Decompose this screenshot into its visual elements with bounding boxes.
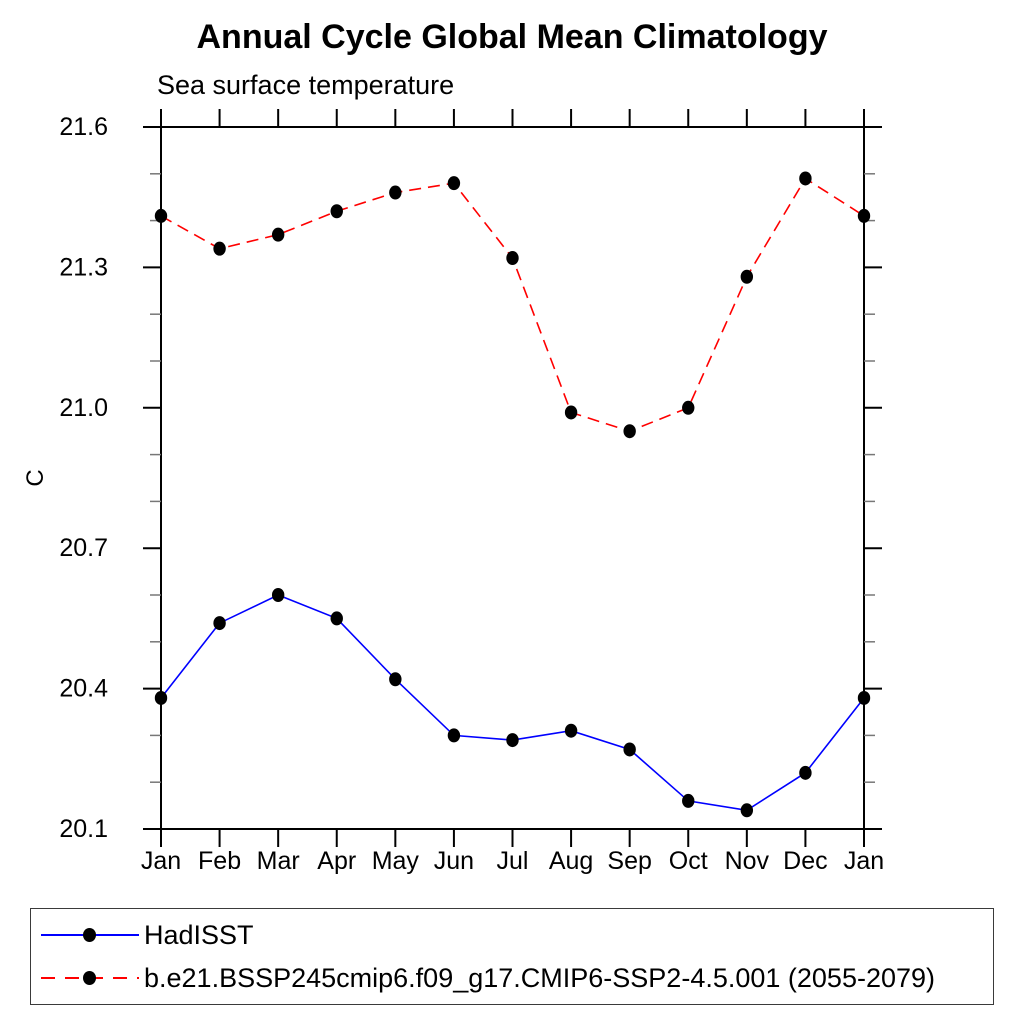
solid-line-marker-icon	[41, 927, 139, 943]
svg-text:21.3: 21.3	[59, 253, 108, 281]
svg-text:Aug: Aug	[549, 847, 593, 875]
legend: HadISST b.e21.BSSP245cmip6.f09_g17.CMIP6…	[30, 908, 994, 1005]
svg-text:Dec: Dec	[783, 847, 827, 875]
svg-text:20.4: 20.4	[59, 675, 108, 703]
svg-text:Jun: Jun	[434, 847, 474, 875]
svg-text:20.7: 20.7	[59, 534, 108, 562]
svg-text:Oct: Oct	[669, 847, 708, 875]
svg-text:Jan: Jan	[844, 847, 884, 875]
svg-text:Mar: Mar	[257, 847, 300, 875]
legend-label: b.e21.BSSP245cmip6.f09_g17.CMIP6-SSP2-4.…	[144, 962, 936, 993]
legend-dot-icon	[83, 928, 96, 942]
dashed-line-marker-icon	[41, 970, 139, 986]
svg-text:C: C	[22, 469, 49, 486]
chart-title: Annual Cycle Global Mean Climatology	[196, 18, 828, 56]
legend-dot-icon	[83, 971, 96, 985]
svg-text:Nov: Nov	[725, 847, 770, 875]
svg-text:21.0: 21.0	[59, 394, 108, 422]
legend-item-ssp245: b.e21.BSSP245cmip6.f09_g17.CMIP6-SSP2-4.…	[31, 957, 993, 999]
legend-label: HadISST	[144, 919, 254, 950]
svg-text:Feb: Feb	[198, 847, 241, 875]
svg-text:Jan: Jan	[141, 847, 181, 875]
chart-subtitle: Sea surface temperature	[157, 70, 455, 100]
svg-text:20.1: 20.1	[59, 815, 108, 843]
legend-item-hadisst: HadISST	[31, 914, 993, 956]
svg-text:Jul: Jul	[497, 847, 529, 875]
svg-text:21.6: 21.6	[59, 113, 108, 141]
svg-text:Sep: Sep	[607, 847, 651, 875]
svg-text:Apr: Apr	[317, 847, 356, 875]
svg-text:May: May	[372, 847, 420, 875]
